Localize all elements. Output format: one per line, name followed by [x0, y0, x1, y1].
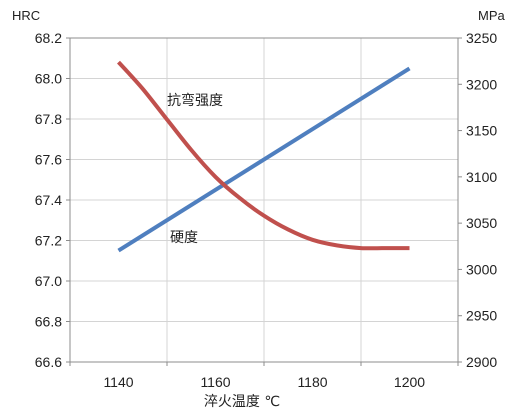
x-axis-tick-label: 1160: [200, 374, 230, 390]
right-axis-tick-label: 3000: [466, 261, 497, 277]
right-axis-tick-label: 3100: [466, 169, 497, 185]
annotation-bending-strength: 抗弯强度: [167, 92, 223, 109]
x-axis-tick-label: 1200: [394, 374, 425, 390]
x-axis-label: 淬火温度 ℃: [204, 394, 280, 410]
left-axis-tick-label: 67.8: [35, 111, 62, 127]
grid: [70, 37, 458, 363]
left-axis-tick-label: 67.4: [35, 192, 62, 208]
right-axis-tick-label: 3200: [466, 76, 497, 92]
left-axis-unit: HRC: [12, 8, 40, 23]
left-axis-tick-label: 67.0: [35, 273, 62, 289]
left-axis-tick-label: 68.0: [35, 71, 62, 87]
right-axis-tick-label: 2900: [466, 354, 497, 370]
series-line-bending-strength: [117, 60, 410, 251]
x-axis-tick-label: 1140: [103, 374, 133, 390]
left-axis-tick-label: 67.2: [35, 233, 62, 249]
axis-ticks: 66.6 66.8 67.0 67.2 67.4 67.6 67.8 68.0 68.2 2900…: [35, 30, 498, 390]
annotation-hardness: 硬度: [170, 230, 198, 246]
x-axis-tick-label: 1180: [297, 374, 327, 390]
left-axis-tick-label: 66.6: [35, 354, 62, 370]
series-line-hardness: [117, 66, 411, 253]
right-axis-tick-label: 2950: [466, 308, 497, 324]
right-axis-tick-label: 3250: [466, 30, 497, 46]
left-axis-tick-label: 68.2: [35, 30, 62, 46]
left-axis-tick-label: 66.8: [35, 314, 62, 330]
right-axis-tick-label: 3150: [466, 123, 497, 139]
right-axis-tick-label: 3050: [466, 215, 497, 231]
right-axis-unit: MPa: [478, 8, 506, 23]
left-axis-tick-label: 67.6: [35, 152, 62, 168]
series-layer: [117, 60, 411, 253]
